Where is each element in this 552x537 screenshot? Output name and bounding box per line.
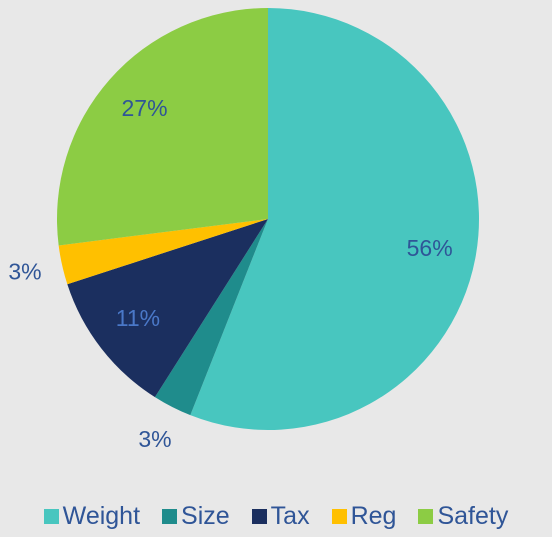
legend-item: Reg [331, 502, 397, 531]
legend-swatch [418, 509, 434, 524]
data-label: 27% [122, 95, 168, 121]
pie-slice [190, 8, 480, 431]
legend-swatch [43, 509, 59, 524]
data-label: 3% [8, 258, 41, 284]
legend-item: Safety [418, 502, 508, 531]
legend-label: Tax [270, 502, 310, 530]
legend-label: Size [181, 502, 230, 530]
legend: Weight Size Tax Reg Safety [0, 502, 552, 531]
legend-swatch [251, 509, 267, 524]
chart: 56% 3% 11% 3% 27% [8, 7, 480, 452]
data-label: 3% [138, 426, 171, 452]
data-label: 56% [407, 235, 453, 261]
legend-label: Reg [350, 502, 397, 530]
legend-item: Weight [43, 502, 141, 531]
legend-label: Weight [62, 502, 141, 530]
legend-item: Size [162, 502, 230, 531]
legend-swatch [162, 509, 178, 524]
pie-slice [58, 219, 268, 285]
legend-item: Tax [251, 502, 310, 531]
pie-slice [67, 219, 268, 398]
pie-slice [56, 7, 268, 246]
legend-swatch [331, 509, 347, 524]
legend-label: Safety [437, 502, 509, 530]
pie-slice [154, 219, 268, 416]
data-label: 11% [116, 305, 160, 331]
